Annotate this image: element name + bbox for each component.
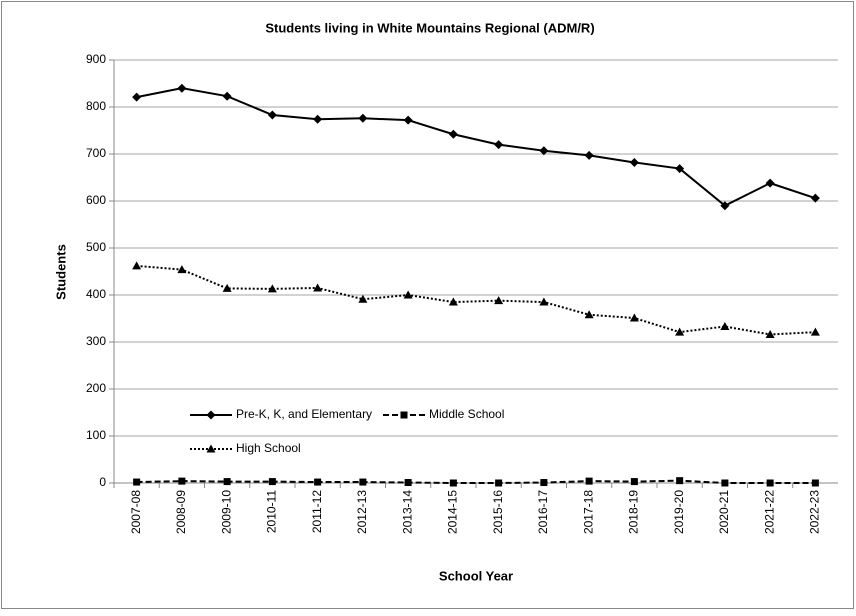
marker xyxy=(720,201,730,211)
x-tick-label: 2015-16 xyxy=(491,490,505,534)
x-tick-label: 2009-10 xyxy=(219,490,233,534)
legend-label: Pre-K, K, and Elementary xyxy=(236,407,372,421)
legend-label: High School xyxy=(236,441,301,455)
x-tick-label: 2021-22 xyxy=(762,490,776,534)
marker xyxy=(403,290,413,299)
x-tick-label: 2011-12 xyxy=(310,490,324,533)
marker xyxy=(494,140,504,150)
marker xyxy=(539,297,549,306)
y-tick-label: 100 xyxy=(86,428,106,442)
marker xyxy=(313,283,323,292)
y-axis-label: Students xyxy=(53,244,68,300)
marker xyxy=(313,114,323,124)
marker xyxy=(675,327,685,336)
marker xyxy=(358,113,368,123)
marker xyxy=(539,146,549,156)
marker xyxy=(540,479,548,487)
marker xyxy=(132,261,142,270)
marker xyxy=(629,313,639,322)
marker xyxy=(448,129,458,139)
x-tick-label: 2007-08 xyxy=(129,490,143,534)
marker xyxy=(223,478,231,486)
marker xyxy=(811,479,819,487)
x-tick-label: 2020-21 xyxy=(717,490,731,534)
y-tick-label: 600 xyxy=(86,193,106,207)
x-tick-label: 2014-15 xyxy=(446,490,460,534)
x-tick-label: 2008-09 xyxy=(174,490,188,534)
marker xyxy=(268,478,276,486)
marker xyxy=(629,157,639,167)
marker xyxy=(177,83,187,93)
marker xyxy=(267,284,277,293)
y-tick-label: 300 xyxy=(86,334,106,348)
marker xyxy=(404,479,412,487)
marker xyxy=(630,478,638,486)
marker xyxy=(494,296,504,305)
marker xyxy=(267,110,277,120)
marker xyxy=(400,411,408,419)
y-tick-label: 200 xyxy=(86,381,106,395)
x-tick-label: 2018-19 xyxy=(627,490,641,534)
legend-label: Middle School xyxy=(429,407,504,421)
x-tick-label: 2010-11 xyxy=(265,490,279,533)
marker xyxy=(314,478,322,486)
x-tick-label: 2013-14 xyxy=(400,490,414,534)
marker xyxy=(206,444,216,453)
marker xyxy=(585,477,593,485)
chart-title: Students living in White Mountains Regio… xyxy=(265,20,594,35)
marker xyxy=(810,327,820,336)
x-tick-label: 2022-23 xyxy=(808,490,822,534)
x-tick-label: 2016-17 xyxy=(536,490,550,534)
marker xyxy=(584,310,594,319)
series-line xyxy=(136,479,816,484)
x-tick-label: 2019-20 xyxy=(672,490,686,534)
marker xyxy=(765,178,775,188)
marker xyxy=(222,91,232,101)
marker xyxy=(675,164,685,174)
marker xyxy=(358,294,368,303)
marker xyxy=(676,477,684,485)
marker xyxy=(584,150,594,160)
x-tick-label: 2012-13 xyxy=(355,490,369,534)
marker xyxy=(132,92,142,102)
y-tick-label: 400 xyxy=(86,287,106,301)
y-tick-label: 900 xyxy=(86,52,106,66)
marker xyxy=(178,477,186,485)
y-tick-label: 0 xyxy=(99,475,106,489)
marker xyxy=(206,410,216,420)
marker xyxy=(449,479,457,487)
y-tick-label: 800 xyxy=(86,99,106,113)
marker xyxy=(721,479,729,487)
marker xyxy=(359,478,367,486)
marker xyxy=(403,115,413,125)
x-tick-label: 2017-18 xyxy=(581,490,595,534)
marker xyxy=(133,478,141,486)
marker xyxy=(810,193,820,203)
marker xyxy=(448,297,458,306)
marker xyxy=(765,329,775,338)
y-tick-label: 700 xyxy=(86,146,106,160)
series-line xyxy=(136,264,816,336)
series-line xyxy=(136,87,816,207)
marker xyxy=(720,321,730,330)
marker xyxy=(495,479,503,487)
x-axis-label: School Year xyxy=(439,568,513,583)
marker xyxy=(177,265,187,274)
marker xyxy=(222,283,232,292)
marker xyxy=(766,479,774,487)
y-tick-label: 500 xyxy=(86,240,106,254)
